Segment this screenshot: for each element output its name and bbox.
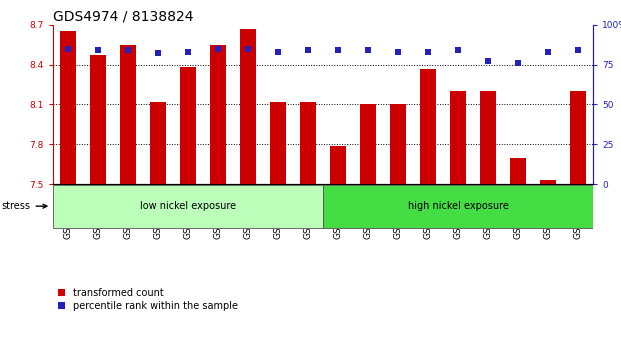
Bar bbox=[510, 158, 526, 184]
Point bbox=[183, 49, 193, 55]
Text: GSM992709: GSM992709 bbox=[543, 184, 553, 239]
Text: GSM992705: GSM992705 bbox=[424, 184, 432, 239]
Point bbox=[483, 58, 493, 64]
Bar bbox=[300, 102, 316, 184]
Point bbox=[363, 47, 373, 53]
Point bbox=[93, 47, 103, 53]
Bar bbox=[360, 104, 376, 184]
Text: GSM992704: GSM992704 bbox=[394, 184, 402, 239]
Point bbox=[243, 46, 253, 51]
Text: GSM992706: GSM992706 bbox=[453, 184, 463, 239]
Bar bbox=[540, 180, 556, 184]
Text: GSM992701: GSM992701 bbox=[304, 184, 312, 239]
Bar bbox=[570, 91, 586, 184]
Text: GSM992699: GSM992699 bbox=[243, 184, 252, 239]
Point bbox=[423, 49, 433, 55]
Point bbox=[303, 47, 313, 53]
Text: GSM992708: GSM992708 bbox=[514, 184, 522, 239]
Point bbox=[153, 51, 163, 56]
Point bbox=[213, 46, 223, 51]
Bar bbox=[240, 29, 256, 184]
Point bbox=[333, 47, 343, 53]
Bar bbox=[60, 32, 76, 184]
Bar bbox=[390, 104, 406, 184]
Text: GSM992710: GSM992710 bbox=[574, 184, 582, 239]
Text: low nickel exposure: low nickel exposure bbox=[140, 201, 236, 211]
Text: GSM992698: GSM992698 bbox=[214, 184, 222, 239]
Text: GSM992700: GSM992700 bbox=[273, 184, 283, 239]
Bar bbox=[450, 91, 466, 184]
Text: GSM992707: GSM992707 bbox=[484, 184, 492, 239]
Point bbox=[63, 46, 73, 51]
Bar bbox=[480, 91, 496, 184]
Text: GSM992695: GSM992695 bbox=[124, 184, 132, 239]
Point bbox=[273, 49, 283, 55]
Text: GSM992694: GSM992694 bbox=[93, 184, 102, 239]
Point bbox=[393, 49, 403, 55]
Text: GSM992697: GSM992697 bbox=[183, 184, 193, 239]
Bar bbox=[330, 145, 346, 184]
Text: GSM992693: GSM992693 bbox=[63, 184, 72, 239]
Text: GSM992703: GSM992703 bbox=[363, 184, 373, 239]
Point bbox=[123, 47, 133, 53]
FancyBboxPatch shape bbox=[53, 185, 323, 228]
Text: high nickel exposure: high nickel exposure bbox=[407, 201, 509, 211]
Text: GDS4974 / 8138824: GDS4974 / 8138824 bbox=[53, 10, 193, 24]
Bar bbox=[179, 67, 196, 184]
Bar bbox=[210, 45, 226, 184]
FancyBboxPatch shape bbox=[323, 185, 593, 228]
Text: GSM992702: GSM992702 bbox=[333, 184, 342, 239]
Point bbox=[513, 60, 523, 66]
Point bbox=[573, 47, 583, 53]
Bar bbox=[120, 45, 136, 184]
Bar bbox=[150, 102, 166, 184]
Bar bbox=[270, 102, 286, 184]
Point bbox=[453, 47, 463, 53]
Legend: transformed count, percentile rank within the sample: transformed count, percentile rank withi… bbox=[58, 288, 238, 311]
Bar bbox=[89, 55, 106, 184]
Text: stress: stress bbox=[2, 201, 47, 211]
Point bbox=[543, 49, 553, 55]
Text: GSM992696: GSM992696 bbox=[153, 184, 162, 239]
Bar bbox=[420, 69, 436, 184]
